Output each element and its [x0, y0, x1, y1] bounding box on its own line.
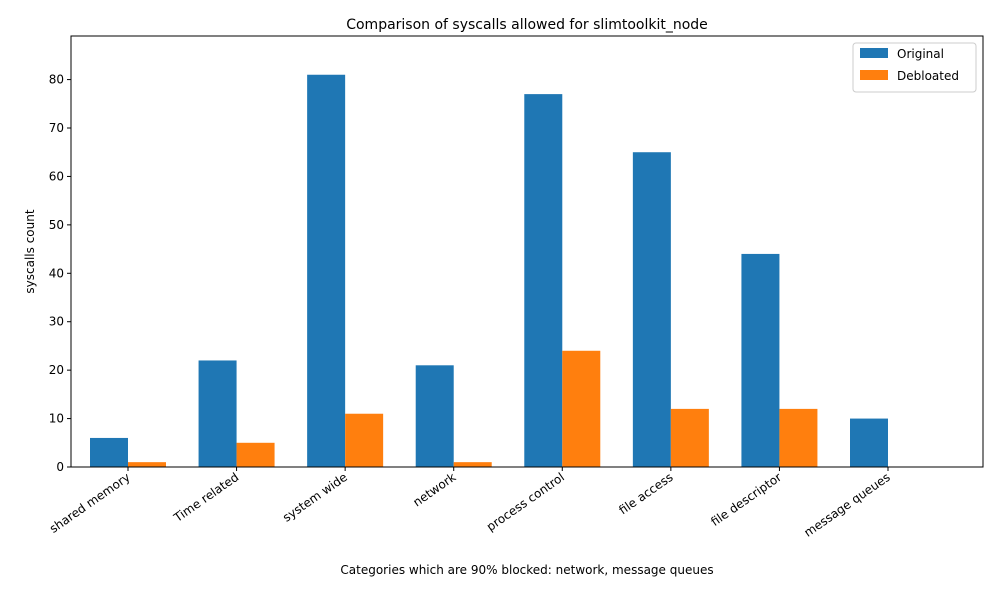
x-tick-label: system wide	[280, 470, 350, 525]
legend-label-original: Original	[897, 47, 944, 61]
bar-debloated	[779, 408, 818, 467]
bar-original	[524, 94, 563, 467]
y-tick-label: 10	[49, 412, 64, 426]
y-tick-label: 60	[49, 169, 64, 183]
y-tick-label: 0	[56, 460, 64, 474]
bar-original	[741, 253, 780, 467]
x-tick-label: shared memory	[47, 470, 133, 536]
bar-debloated	[236, 442, 275, 467]
chart-title: Comparison of syscalls allowed for slimt…	[346, 17, 708, 33]
x-tick-label: file descriptor	[708, 470, 784, 529]
y-tick-label: 40	[49, 266, 64, 280]
y-tick-label: 80	[49, 73, 64, 87]
bar-original	[415, 365, 454, 467]
x-tick-label: process control	[484, 470, 567, 534]
bar-original	[198, 360, 237, 467]
x-axis: shared memory Time related system wide netw…	[47, 467, 893, 540]
y-tick-label: 30	[49, 315, 64, 329]
bar-original	[850, 418, 888, 467]
y-tick-label: 20	[49, 363, 64, 377]
legend-swatch-original	[860, 48, 888, 58]
bar-debloated	[345, 413, 384, 467]
y-axis-label: syscalls count	[23, 209, 37, 293]
bar-debloated	[128, 462, 166, 467]
x-tick-label: network	[410, 470, 458, 509]
bar-original	[307, 74, 346, 467]
bar-debloated	[453, 462, 492, 467]
y-tick-label: 50	[49, 218, 64, 232]
x-tick-label: file access	[616, 470, 675, 517]
x-axis-label: Categories which are 90% blocked: networ…	[340, 563, 713, 577]
legend-swatch-debloated	[860, 70, 888, 80]
legend-label-debloated: Debloated	[897, 69, 959, 83]
bar-debloated	[670, 408, 709, 467]
plot-frame	[70, 35, 984, 468]
legend: Original Debloated	[852, 42, 977, 93]
y-axis: 0 10 20 30 40 50 60 70 80	[49, 73, 71, 474]
y-tick-label: 70	[49, 121, 64, 135]
bar-original	[90, 437, 128, 467]
bar-debloated	[562, 350, 601, 467]
bar-original	[632, 152, 671, 467]
x-tick-label: message queues	[801, 470, 892, 540]
x-tick-label: Time related	[170, 470, 241, 525]
bars-group	[90, 74, 888, 467]
